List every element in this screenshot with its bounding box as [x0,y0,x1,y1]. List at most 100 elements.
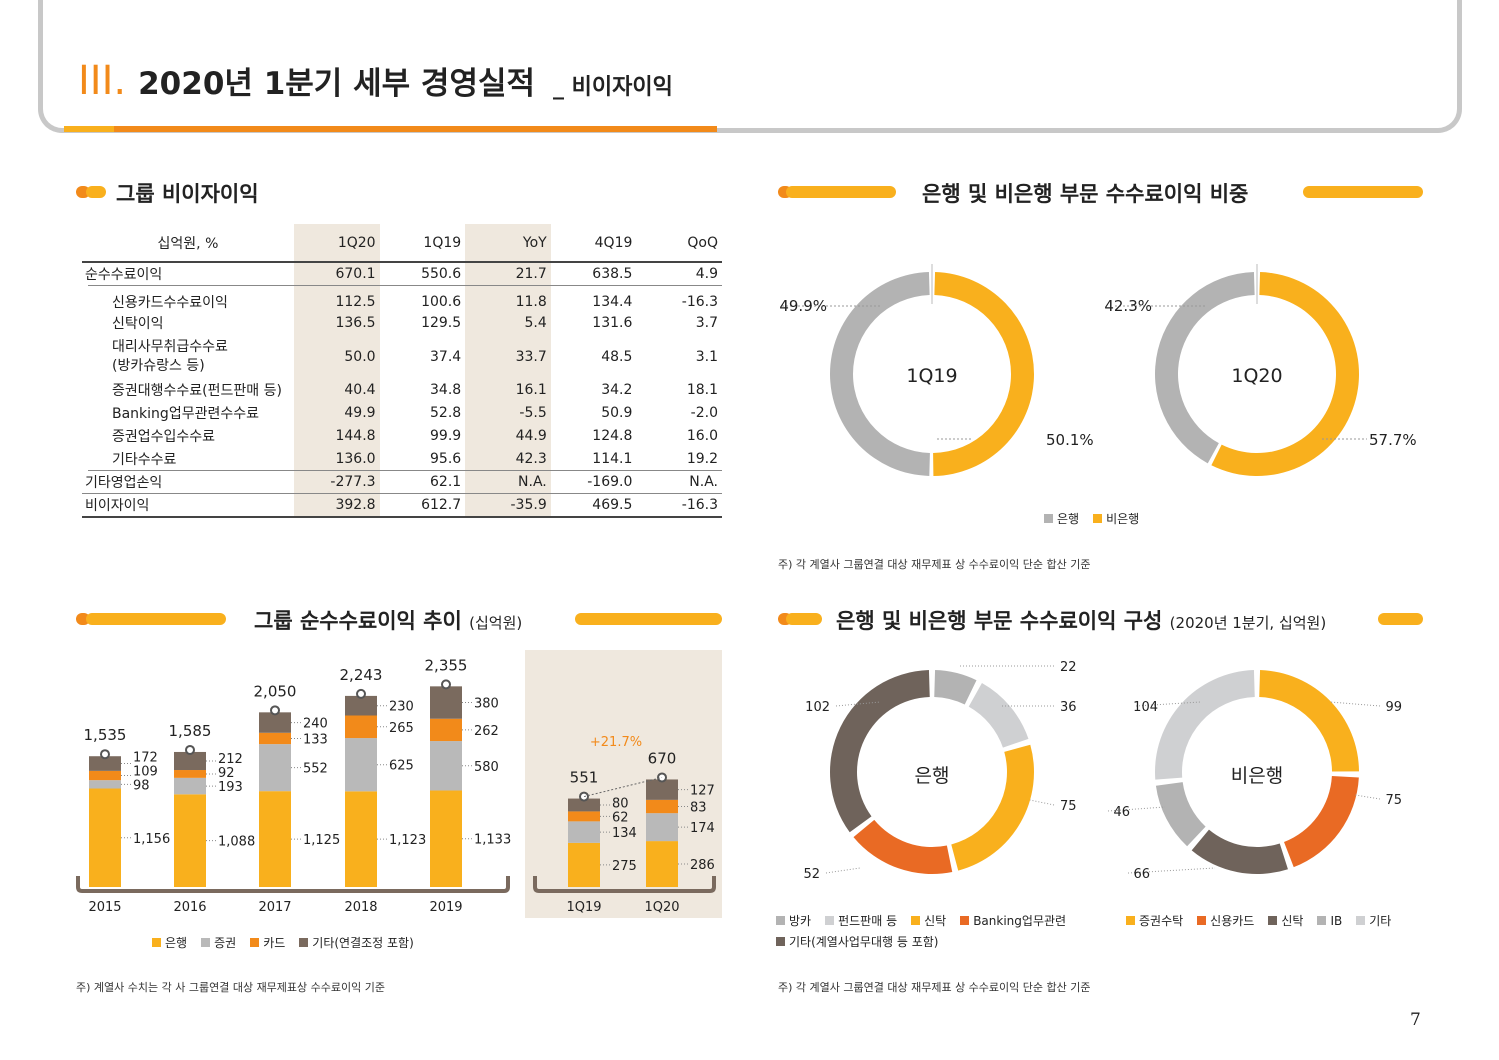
table-row: 증권대행수수료(펀드판매 등) 40.4 34.8 16.1 34.2 18.1 [76,378,722,402]
total-label: 2,243 [340,666,383,684]
bar-segment-bank [568,842,600,887]
leader-line [1127,867,1216,874]
section-end-pill [1303,186,1423,198]
section-unit: (십억원) [469,614,523,632]
table-cell: 44.9 [465,424,551,448]
table-header-cell: 1Q20 [293,224,380,263]
table-row: 신탁이익 136.5 129.5 5.4 131.6 3.7 [76,311,722,335]
table-cell: 95.6 [430,450,462,467]
footnote-composition: 주) 각 계열사 그룹연결 대상 재무제표 상 수수료이익 단순 합산 기준 [778,981,1091,994]
table-cell: 62.1 [379,470,466,494]
table-cell: 33.7 [465,334,551,379]
slice-banca [934,670,977,705]
data-label: 240 [303,717,328,732]
legend-card: 카드 [250,934,285,951]
table-cell: 3.7 [695,315,718,331]
total-label: 551 [570,769,599,787]
legend-credit-card: 신용카드 [1197,912,1254,929]
footnote-trend: 주) 계열사 수치는 각 사 그룹연결 대상 재무제표상 수수료이익 기준 [76,981,385,994]
table-header-cell: 십억원, % [82,224,294,263]
legend-banking: Banking업무관련 [960,912,1066,929]
section-numeral: III. [78,58,127,104]
table-cell: 100.6 [421,293,462,310]
footnote-share: 주) 각 계열사 그룹연결 대상 재무제표 상 수수료이익 단순 합산 기준 [778,558,1091,571]
table-row-label: 기타수수료 [76,447,294,471]
composition-label: 75 [1060,799,1077,814]
composition-label: 75 [1385,793,1402,808]
section-bullet-pill [86,186,106,198]
table-cell: 134.4 [592,293,633,310]
share-legend: 은행 비은행 [1044,510,1139,527]
axis-bracket [533,876,716,893]
table-cell: 40.4 [293,378,380,402]
table-cell: 19.2 [686,450,718,467]
total-label: 2,050 [254,682,297,700]
bar-segment-other [259,712,291,733]
table-cell: 124.8 [592,428,633,444]
legend-nonbank: 비은행 [1093,510,1139,527]
total-marker [270,705,280,716]
bar-segment-securities [345,738,377,792]
table-row: 기타수수료 136.0 95.6 42.3 114.1 19.2 [76,447,722,471]
total-label: 2,355 [425,656,468,674]
table-cell: N.A. [636,470,722,494]
x-tick-label: 1Q19 [566,900,601,915]
legend-etc: 기타 [1356,912,1391,929]
table-cell: 50.0 [293,334,380,379]
x-tick-label: 2018 [344,900,377,915]
table-row: Banking업무관련수수료 49.9 52.8 -5.5 50.9 -2.0 [76,401,722,425]
table-cell: 112.5 [293,285,380,312]
legend-ib: IB [1317,914,1342,928]
section-unit: (2020년 1분기, 십억원) [1169,614,1327,632]
table-cell: 4.9 [636,262,722,286]
bar-segment-other [89,756,121,771]
data-label: 134 [612,826,637,841]
composition-label: 46 [1113,805,1130,820]
slice-sec-custody [1259,670,1359,772]
table-header-cell: QoQ [636,224,722,263]
bar-segment-bank [89,788,121,887]
data-label: 1,156 [133,832,170,847]
data-label: 83 [690,801,707,816]
bar-segment-bank [430,790,462,887]
bar-segment-card [89,770,121,781]
bar-segment-other [430,686,462,719]
header-underline-accent [64,126,114,132]
donut-center-label: 은행 [915,765,950,787]
data-label: 1,125 [303,833,340,848]
slice-fund [968,683,1029,748]
section-end-pill [575,613,722,625]
title-text: 2020년 1분기 세부 경영실적 [138,66,536,102]
composition-label: 104 [1133,700,1158,715]
slice-trust [951,744,1034,871]
data-label: 98 [133,778,150,793]
table-cell: -277.3 [293,470,380,494]
legend-sec-custody: 증권수탁 [1126,912,1183,929]
table-cell: 144.8 [293,424,380,448]
table-cell: 131.6 [592,315,633,331]
trend-legend: 은행 증권 카드 기타(연결조정 포함) [152,934,414,951]
table-cell: 136.0 [293,447,380,471]
data-label: 62 [612,810,629,825]
table-cell: N.A. [465,470,551,494]
bar-segment-other [174,751,206,771]
total-marker [100,749,110,760]
table-cell: 612.7 [379,493,466,518]
table-cell: 392.8 [293,493,380,518]
data-label: 286 [690,858,715,873]
table-row: 기타영업손익 -277.3 62.1 N.A. -169.0 N.A. [82,470,722,494]
legend-securities: 증권 [201,934,236,951]
growth-label: +21.7% [590,735,642,750]
leader-line [835,701,881,707]
table-cell: 5.4 [465,311,551,335]
bar-segment-other [568,798,600,812]
section-title-fee-trend: 그룹 순수수료이익 추이 (십억원) [254,605,522,635]
quarter-highlight-box [525,650,722,918]
total-label: 1,535 [84,726,127,744]
legend-trust: 신탁 [1268,912,1303,929]
total-label: 1,585 [169,722,212,740]
composition-label: 102 [805,700,830,715]
table-cell: -16.3 [681,293,718,310]
donut-center-label: 1Q19 [906,365,957,387]
